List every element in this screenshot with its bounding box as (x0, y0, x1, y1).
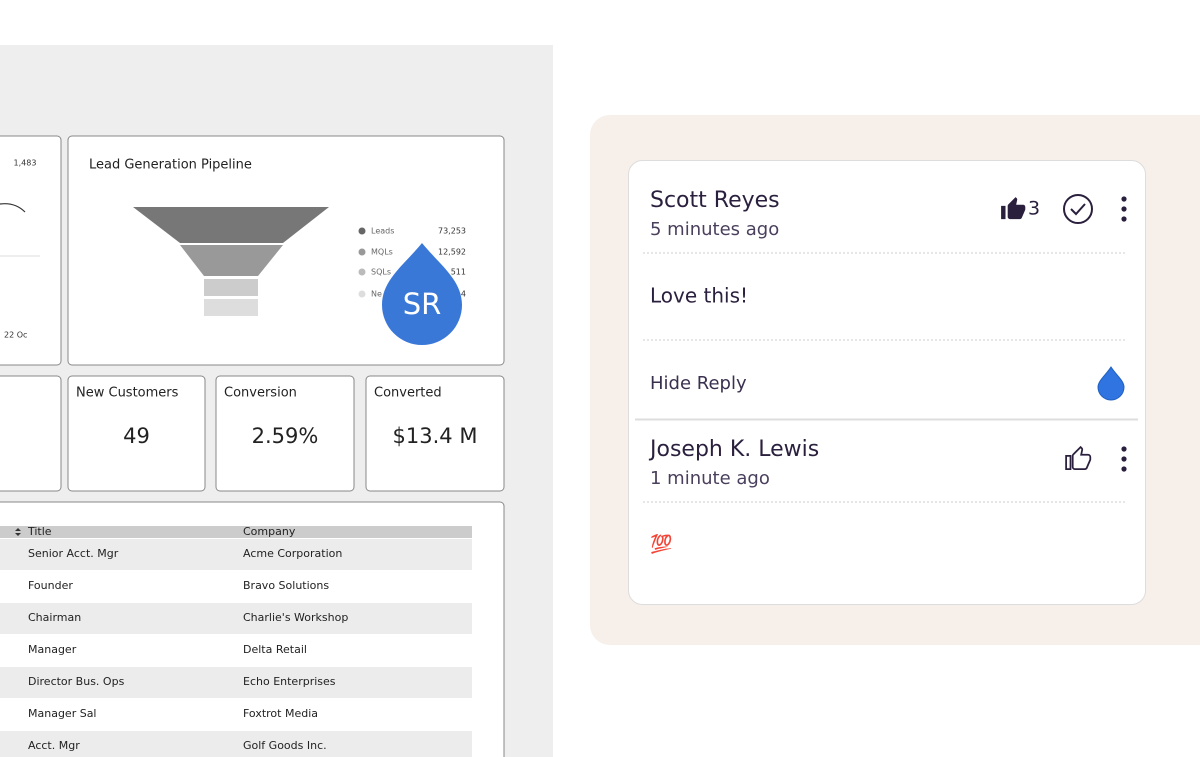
stat-card (365, 375, 505, 492)
table-cell: Manager Sal (28, 707, 97, 720)
legend-value: 73,253 (438, 227, 466, 236)
comment-time: 1 minute ago (650, 468, 770, 489)
legend-dot (358, 248, 366, 256)
sort-icon (15, 528, 21, 536)
table-row (0, 731, 472, 757)
table-cell: Echo Enterprises (243, 675, 336, 688)
like-button[interactable] (1065, 445, 1092, 470)
comment-time: 5 minutes ago (650, 219, 779, 240)
table-header-cell: Company (243, 525, 296, 538)
comment-card (628, 160, 1146, 605)
table-header-cell: Title (27, 525, 52, 538)
table-row (0, 603, 472, 634)
stat-card (215, 375, 355, 492)
chart-value: 1,483 (14, 159, 37, 168)
more-menu[interactable] (1121, 196, 1127, 222)
funnel-stage (133, 207, 329, 243)
table-cell: Delta Retail (243, 643, 307, 656)
legend-dot (358, 227, 366, 235)
funnel-stage (204, 299, 258, 316)
funnel-stage (180, 245, 283, 276)
stat-label: Converted (374, 386, 442, 401)
legend-dot (358, 268, 366, 276)
stat-label: Conversion (224, 386, 297, 401)
stat-value: 2.59% (252, 424, 319, 448)
legend-label: SQLs (371, 268, 391, 277)
comment-author: Joseph K. Lewis (648, 437, 819, 462)
chart-line (0, 203, 26, 213)
table-cell: Foxtrot Media (243, 707, 318, 720)
table-cell: Chairman (28, 611, 81, 624)
table-cell: Director Bus. Ops (28, 675, 125, 688)
table-header (0, 526, 472, 538)
comment-author: Scott Reyes (650, 188, 780, 213)
stat-card (0, 375, 62, 492)
table-cell: Founder (28, 579, 73, 592)
legend-value: 12,592 (438, 248, 466, 257)
more-menu[interactable] (1121, 446, 1127, 472)
table-cell: Senior Acct. Mgr (28, 547, 119, 560)
chart-x-label: 22 Oc (4, 331, 27, 340)
pipeline-title: Lead Generation Pipeline (89, 158, 252, 173)
table-cell: Charlie's Workshop (243, 611, 348, 624)
legend-value: 511 (451, 268, 466, 277)
hide-reply-button[interactable]: Hide Reply (650, 373, 747, 394)
table-cell: Bravo Solutions (243, 579, 329, 592)
like-count: 3 (1028, 198, 1040, 220)
stat-card (67, 375, 206, 492)
table-cell: Golf Goods Inc. (243, 739, 327, 752)
stat-value: $13.4 M (393, 424, 478, 448)
table-row (0, 667, 472, 698)
legend-dot (358, 290, 366, 298)
table-cell: Manager (28, 643, 77, 656)
funnel-stage (204, 279, 258, 296)
resolve-button[interactable] (1063, 194, 1093, 224)
legend-label: Ne (371, 290, 382, 299)
comment-text: Love this! (650, 284, 748, 308)
stat-label: New Customers (76, 386, 179, 401)
comment-text: 💯 (650, 533, 672, 555)
like-button[interactable] (1001, 197, 1026, 220)
table-cell: Acme Corporation (243, 547, 342, 560)
legend-label: MQLs (371, 248, 393, 257)
stat-value: 49 (123, 424, 150, 448)
legend-label: Leads (371, 227, 394, 236)
avatar-drop (382, 243, 462, 345)
table-row (0, 539, 472, 570)
chart-card (0, 135, 62, 366)
avatar-initials: SR (403, 287, 442, 321)
table-cell: Acct. Mgr (28, 739, 80, 752)
reply-avatar-drop (1097, 366, 1125, 401)
legend-value: 4 (461, 290, 466, 299)
